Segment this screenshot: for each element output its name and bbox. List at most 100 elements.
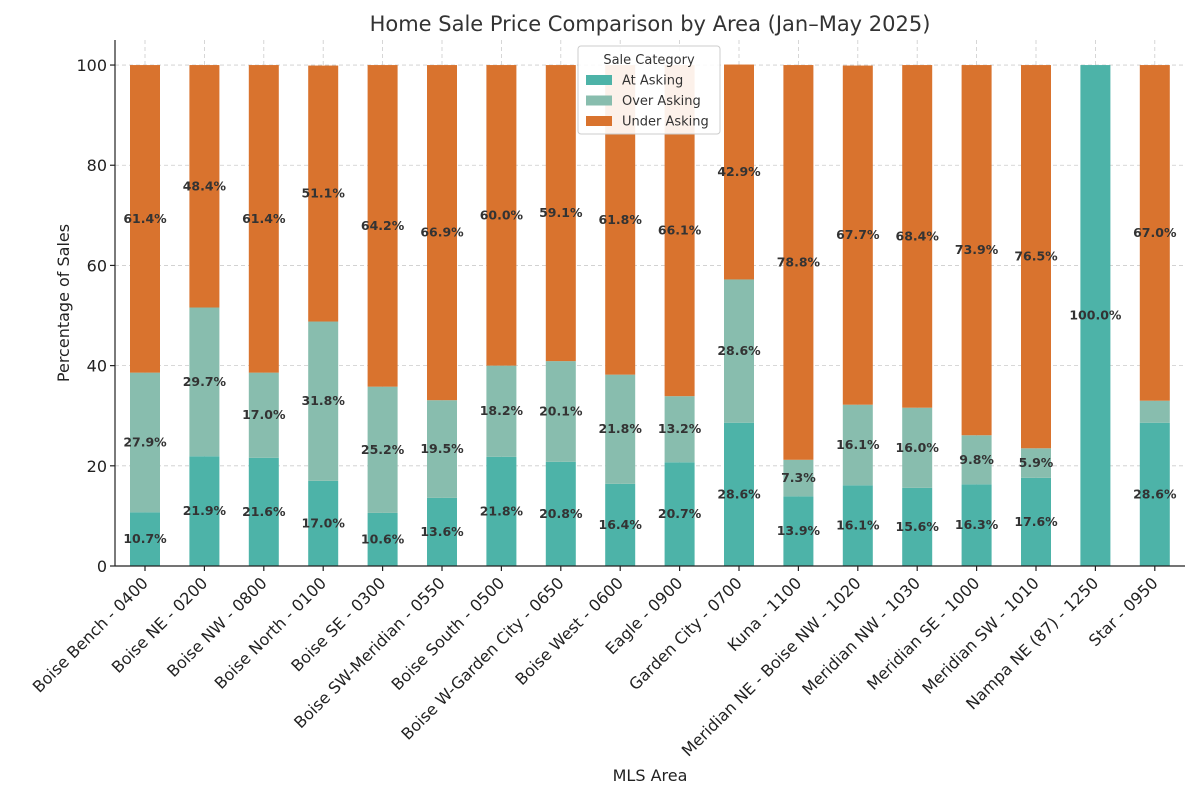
- x-tick-label: Meridian SE - 1000: [863, 573, 983, 693]
- bar-under-asking[interactable]: [189, 65, 220, 308]
- bar-under-asking[interactable]: [308, 65, 339, 322]
- data-label-at-asking: 20.8%: [539, 506, 583, 521]
- data-label-at-asking: 10.6%: [361, 531, 405, 546]
- data-label-under-asking: 73.9%: [955, 242, 999, 257]
- data-label-over-asking: 5.9%: [1019, 455, 1054, 470]
- data-label-at-asking: 21.8%: [480, 503, 524, 518]
- data-label-under-asking: 78.8%: [777, 254, 821, 269]
- y-tick-label: 80: [87, 156, 107, 175]
- bar-under-asking[interactable]: [1139, 65, 1170, 401]
- data-label-over-asking: 18.2%: [480, 403, 524, 418]
- legend-item-under-asking[interactable]: Under Asking: [622, 115, 709, 130]
- data-label-over-asking: 19.5%: [420, 441, 464, 456]
- chart-title: Home Sale Price Comparison by Area (Jan–…: [370, 12, 931, 36]
- bar-over-asking[interactable]: [189, 307, 220, 457]
- data-label-at-asking: 17.6%: [1014, 514, 1058, 529]
- bar-under-asking[interactable]: [724, 64, 754, 280]
- data-label-at-asking: 15.6%: [896, 519, 940, 534]
- bar-at-asking[interactable]: [605, 483, 636, 566]
- data-label-at-asking: 20.7%: [658, 506, 702, 521]
- bar-at-asking[interactable]: [1080, 65, 1111, 567]
- bar-at-asking[interactable]: [842, 485, 873, 566]
- legend-item-at-asking[interactable]: At Asking: [622, 74, 683, 89]
- data-label-over-asking: 28.6%: [717, 343, 761, 358]
- bar-over-asking[interactable]: [842, 404, 873, 486]
- data-label-at-asking: 16.4%: [599, 517, 643, 532]
- data-label-under-asking: 68.4%: [896, 228, 940, 243]
- data-label-under-asking: 67.0%: [1133, 225, 1177, 240]
- bar-over-asking[interactable]: [367, 386, 398, 513]
- bar-under-asking[interactable]: [1021, 65, 1051, 449]
- bar-under-asking[interactable]: [842, 65, 873, 405]
- bar-over-asking[interactable]: [664, 396, 695, 463]
- data-label-at-asking: 13.9%: [777, 523, 821, 538]
- bar-under-asking[interactable]: [248, 65, 279, 373]
- data-label-under-asking: 66.9%: [420, 225, 464, 240]
- bar-under-asking[interactable]: [961, 65, 992, 436]
- bar-under-asking[interactable]: [783, 65, 814, 460]
- x-tick-label: Boise North - 0100: [211, 573, 330, 692]
- bar-over-asking[interactable]: [486, 365, 517, 457]
- x-tick-label: Meridian NW - 1030: [798, 573, 924, 699]
- data-label-under-asking: 59.1%: [539, 205, 583, 220]
- bar-at-asking[interactable]: [783, 496, 814, 566]
- bar-over-asking[interactable]: [961, 435, 992, 485]
- bar-over-asking[interactable]: [545, 361, 576, 462]
- bar-at-asking[interactable]: [961, 484, 992, 566]
- bars-layer: [130, 64, 1170, 567]
- y-tick-label: 0: [97, 557, 107, 576]
- bar-at-asking[interactable]: [902, 487, 933, 566]
- legend[interactable]: Sale Category At Asking Over Asking Under A…: [577, 45, 721, 135]
- data-label-over-asking: 31.8%: [302, 393, 346, 408]
- bar-under-asking[interactable]: [130, 65, 160, 373]
- bar-over-asking[interactable]: [308, 321, 339, 481]
- data-label-at-asking: 100.0%: [1069, 308, 1122, 323]
- data-label-at-asking: 21.9%: [183, 503, 227, 518]
- data-label-under-asking: 61.4%: [242, 211, 286, 226]
- bar-over-asking[interactable]: [248, 372, 279, 458]
- bar-at-asking[interactable]: [427, 497, 457, 566]
- bar-over-asking[interactable]: [130, 372, 160, 513]
- data-label-under-asking: 67.7%: [836, 227, 880, 242]
- y-tick-label: 60: [87, 256, 107, 275]
- bar-over-asking[interactable]: [1021, 448, 1051, 478]
- bar-at-asking[interactable]: [545, 461, 576, 566]
- bar-over-asking[interactable]: [1139, 400, 1170, 423]
- bar-at-asking[interactable]: [367, 512, 398, 566]
- bar-over-asking[interactable]: [605, 374, 636, 484]
- bar-under-asking[interactable]: [427, 65, 457, 401]
- x-tick-label: Meridian SW - 1010: [918, 573, 1042, 697]
- bar-at-asking[interactable]: [189, 456, 220, 566]
- bar-over-asking[interactable]: [902, 407, 933, 488]
- data-label-over-asking: 21.8%: [599, 421, 643, 436]
- data-label-under-asking: 61.4%: [123, 211, 167, 226]
- x-tick-label: Boise West - 0600: [511, 573, 627, 689]
- data-label-over-asking: 29.7%: [183, 374, 227, 389]
- data-label-under-asking: 51.1%: [302, 186, 346, 201]
- bar-over-asking[interactable]: [724, 279, 754, 423]
- bar-at-asking[interactable]: [248, 457, 279, 566]
- bar-over-asking[interactable]: [427, 400, 457, 498]
- bar-under-asking[interactable]: [367, 65, 398, 387]
- legend-item-over-asking[interactable]: Over Asking: [622, 94, 701, 109]
- legend-swatch-over-asking: [586, 95, 612, 106]
- bar-at-asking[interactable]: [1021, 477, 1051, 566]
- y-tick-label: 100: [76, 56, 107, 75]
- bar-at-asking[interactable]: [486, 456, 517, 566]
- bar-under-asking[interactable]: [545, 65, 576, 362]
- bar-under-asking[interactable]: [486, 65, 517, 366]
- data-label-over-asking: 13.2%: [658, 421, 702, 436]
- bar-at-asking[interactable]: [130, 512, 160, 566]
- x-tick-label: Boise NW - 0800: [163, 573, 270, 680]
- data-label-under-asking: 42.9%: [717, 164, 761, 179]
- bar-at-asking[interactable]: [664, 462, 695, 566]
- bar-at-asking[interactable]: [724, 422, 754, 566]
- data-label-at-asking: 13.6%: [420, 524, 464, 539]
- bar-under-asking[interactable]: [902, 65, 933, 408]
- x-tick-label: Garden City - 0700: [625, 573, 746, 694]
- data-label-under-asking: 76.5%: [1014, 249, 1058, 264]
- bar-over-asking[interactable]: [783, 459, 814, 497]
- bar-at-asking[interactable]: [1139, 422, 1170, 566]
- bar-at-asking[interactable]: [308, 480, 339, 566]
